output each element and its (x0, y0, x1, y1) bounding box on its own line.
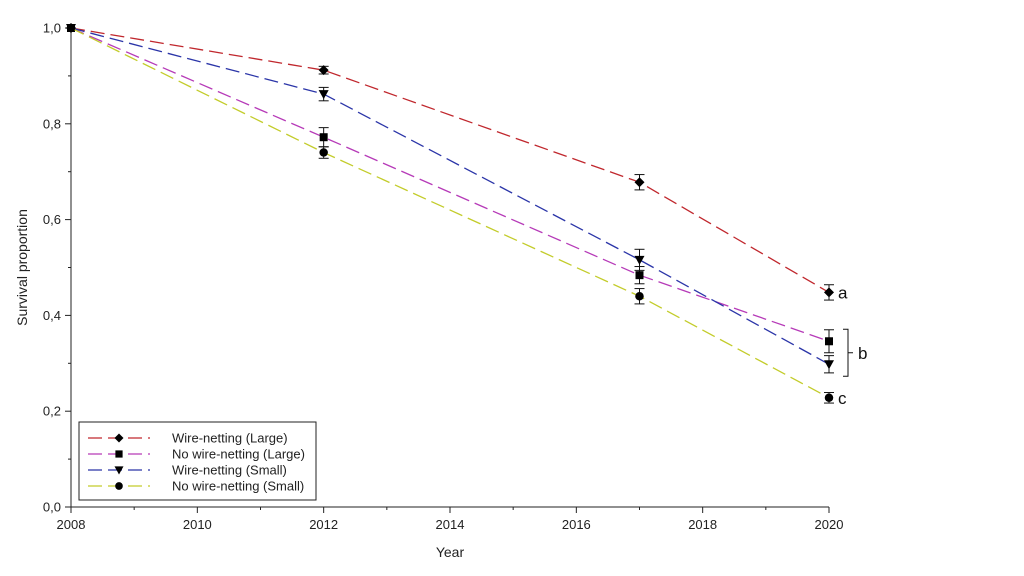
axes: 2008 2010 2012 2014 2016 2018 2020 0,0 0,2 0,4 0,6… (14, 21, 843, 561)
group-bracket (843, 328, 853, 377)
data-point (318, 90, 329, 100)
x-tick-label: 2008 (57, 517, 86, 532)
data-point (824, 393, 834, 403)
legend-item: No wire-netting (Large) (88, 447, 305, 462)
legend-label: Wire-netting (Large) (172, 431, 288, 446)
series-line (70, 27, 830, 342)
data-point (824, 360, 834, 370)
group-letter: a (838, 283, 848, 302)
y-tick-label: 0,4 (43, 308, 61, 323)
legend-marker (115, 450, 123, 458)
x-tick-label: 2010 (183, 517, 212, 532)
data-point (825, 337, 833, 346)
y-tick-label: 0,2 (43, 404, 61, 419)
y-tick-label: 1,0 (43, 21, 61, 36)
legend-marker (114, 466, 124, 475)
data-point (824, 287, 834, 298)
x-axis-label: Year (436, 544, 465, 560)
data-point (634, 177, 645, 188)
data-point (319, 133, 328, 142)
x-tick-label: 2012 (309, 517, 338, 532)
y-tick-label: 0,6 (43, 212, 61, 227)
data-point (318, 65, 329, 76)
series-4 (66, 23, 834, 404)
series-line (70, 27, 830, 293)
legend-label: No wire-netting (Small) (172, 479, 304, 494)
legend: Wire-netting (Large)No wire-netting (Lar… (78, 421, 317, 501)
legend-marker (114, 433, 124, 443)
x-tick-label: 2016 (562, 517, 591, 532)
legend-item: No wire-netting (Small) (88, 479, 304, 494)
data-point (66, 23, 76, 33)
series-line (70, 27, 830, 399)
data-point (319, 148, 328, 157)
x-tick-label: 2018 (688, 517, 717, 532)
data-point (634, 255, 645, 265)
group-letter: c (838, 389, 847, 408)
series-1 (66, 23, 834, 301)
y-tick-label: 0,8 (43, 116, 61, 131)
annotation-layer: a b c (838, 283, 867, 407)
series-line (70, 27, 830, 365)
legend-marker (115, 482, 123, 490)
data-point (635, 291, 644, 301)
legend-label: No wire-netting (Large) (172, 447, 305, 462)
data-point (635, 271, 644, 280)
x-tick-label: 2020 (815, 517, 844, 532)
y-axis-label: Survival proportion (14, 209, 30, 326)
legend-item: Wire-netting (Small) (88, 463, 287, 478)
group-letter: b (858, 344, 867, 363)
x-tick-label: 2014 (436, 517, 465, 532)
y-tick-label: 0,0 (43, 500, 61, 515)
legend-item: Wire-netting (Large) (88, 431, 288, 446)
series-layer (66, 23, 834, 404)
legend-label: Wire-netting (Small) (172, 463, 287, 478)
